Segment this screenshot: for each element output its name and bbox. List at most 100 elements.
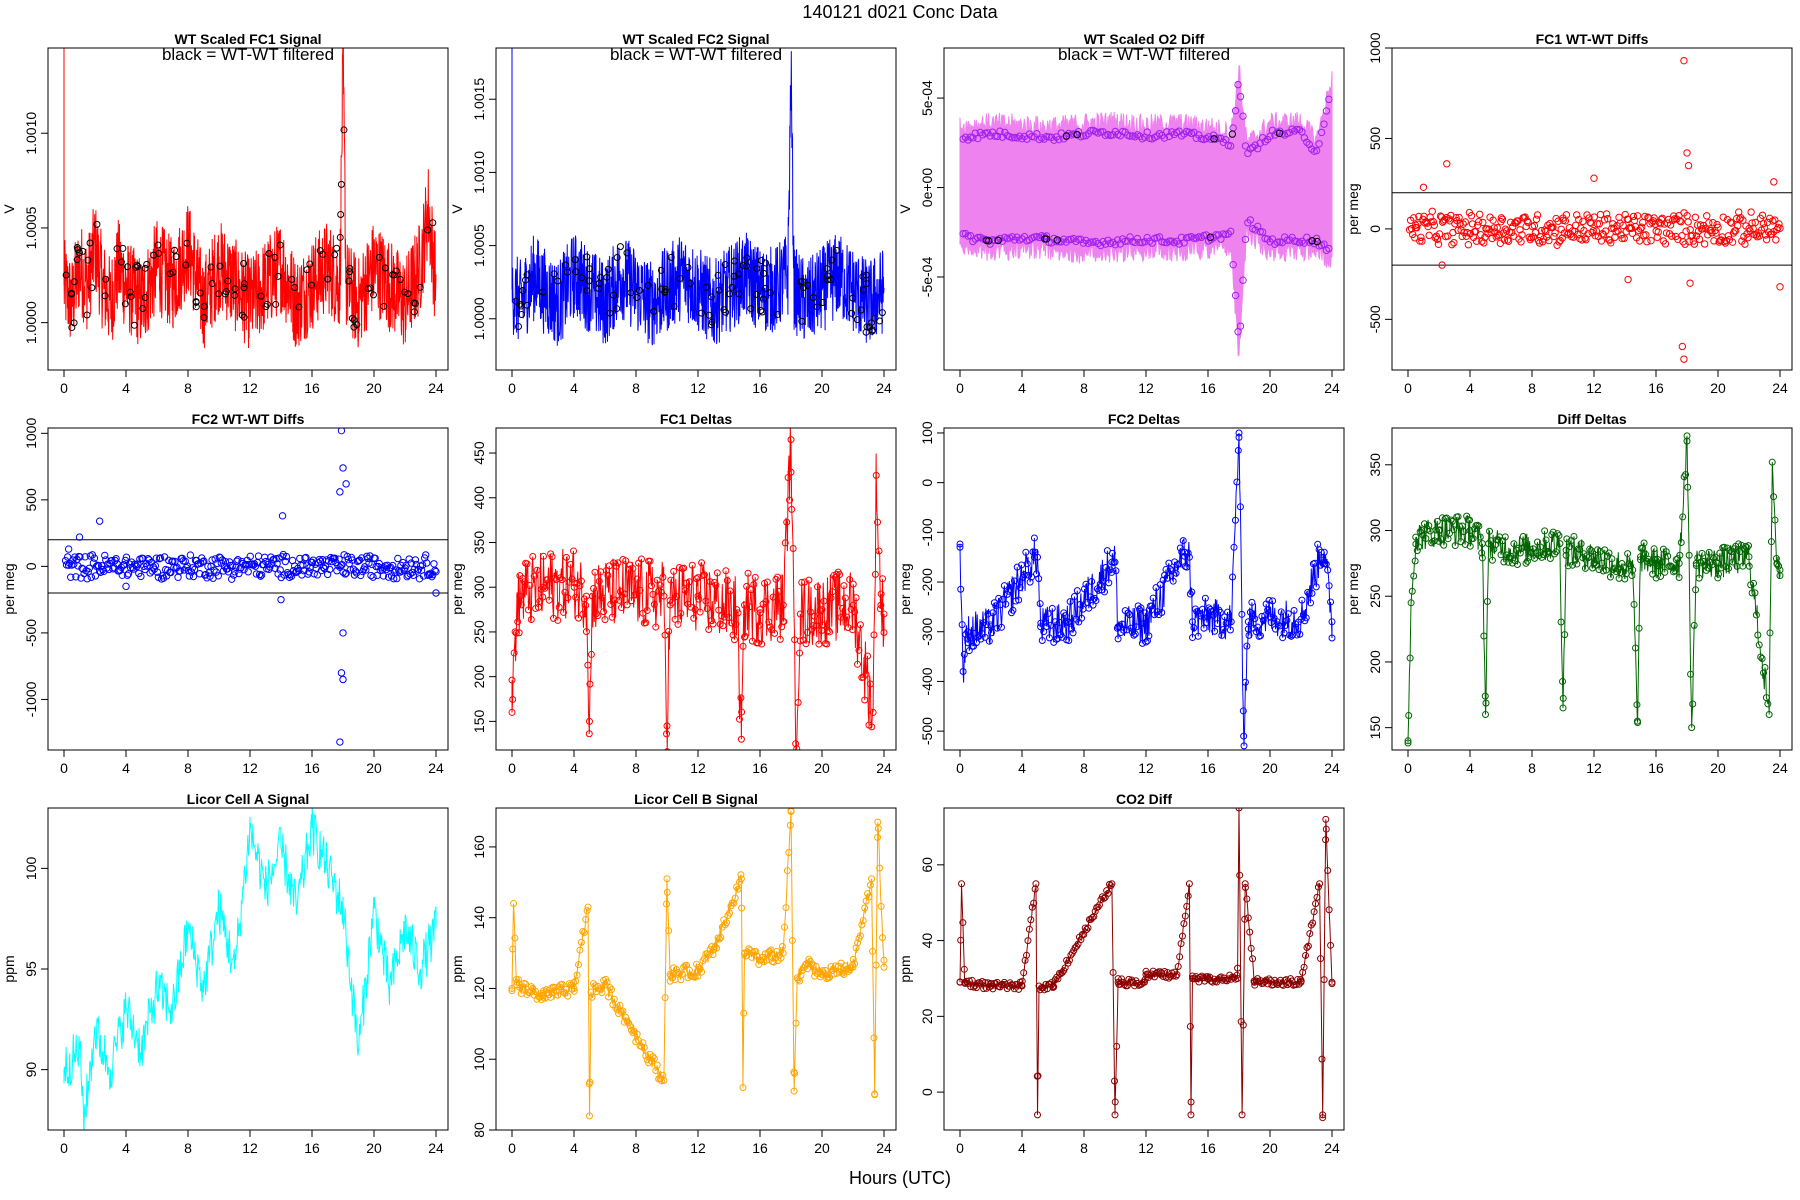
chart-title: FC1 WT-WT Diffs [1536, 31, 1649, 47]
x-tick-label: 8 [1080, 760, 1088, 776]
plot-area [48, 428, 448, 746]
data-point [821, 966, 829, 974]
data-point [1286, 631, 1294, 639]
data-point [1118, 235, 1127, 243]
data-point [1631, 644, 1639, 652]
y-tick-label: 0 [919, 479, 935, 487]
data-point [743, 582, 751, 590]
x-tick-label: 16 [304, 760, 320, 776]
data-point [745, 945, 753, 953]
data-point [607, 986, 615, 994]
data-point [650, 600, 658, 608]
data-point [1602, 210, 1611, 218]
data-point [1214, 620, 1222, 628]
data-point [1676, 217, 1684, 225]
data-point [1495, 230, 1504, 239]
data-point [1533, 211, 1542, 219]
data-point [1264, 606, 1272, 614]
data-point [1175, 240, 1183, 248]
data-point [1229, 260, 1237, 269]
data-point [244, 568, 252, 576]
data-point [1554, 530, 1562, 538]
data-point [859, 916, 867, 924]
data-point [849, 626, 857, 634]
data-point [785, 848, 793, 856]
data-point [1405, 712, 1413, 720]
data-point [1034, 1111, 1041, 1119]
data-point [640, 1043, 648, 1051]
y-tick-label: 160 [471, 835, 487, 859]
data-point [1065, 618, 1072, 626]
data-point [281, 557, 290, 566]
data-point [723, 919, 731, 927]
chart-subtitle: black = WT-WT filtered [162, 45, 334, 64]
data-point [1469, 535, 1477, 543]
data-point-filtered [550, 270, 558, 278]
data-point [1763, 218, 1772, 227]
data-point [379, 572, 388, 580]
data-point [1692, 586, 1700, 594]
data-point [1478, 554, 1486, 562]
data-point [674, 968, 682, 976]
data-point [91, 572, 100, 580]
data-point [984, 610, 992, 618]
data-point-filtered [75, 249, 83, 257]
x-tick-label: 20 [1710, 380, 1726, 396]
data-point-filtered [616, 243, 624, 251]
data-point [1688, 724, 1696, 732]
data-point [1160, 134, 1169, 142]
data-point-filtered [102, 275, 110, 283]
series-line [959, 432, 1333, 746]
data-point [970, 983, 978, 991]
data-point [122, 582, 130, 591]
data-point [981, 633, 989, 641]
data-point [558, 576, 566, 584]
data-point [1184, 892, 1192, 900]
data-point-filtered [627, 289, 635, 297]
data-point-filtered [127, 293, 135, 301]
y-tick-label: 200 [471, 665, 487, 689]
data-point [1476, 533, 1484, 541]
data-point [1034, 553, 1041, 561]
data-point-filtered [345, 277, 353, 285]
data-point [343, 552, 351, 561]
data-point-filtered [657, 266, 665, 274]
data-point [620, 1018, 628, 1026]
data-point [1413, 547, 1421, 555]
data-point [1238, 610, 1246, 618]
data-point [1328, 978, 1336, 986]
data-point [1575, 215, 1583, 224]
data-point [276, 566, 284, 574]
data-point [1458, 232, 1466, 241]
x-tick-label: 4 [122, 380, 130, 396]
data-point [1443, 514, 1451, 522]
data-point [854, 939, 862, 947]
data-point [731, 894, 739, 902]
data-point [741, 601, 748, 609]
data-point-filtered [1313, 237, 1321, 246]
data-point [1180, 920, 1188, 928]
data-point [1271, 240, 1279, 248]
data-point [346, 566, 355, 574]
data-point-filtered [833, 246, 841, 254]
data-point [1598, 559, 1606, 567]
data-point [1200, 624, 1208, 632]
data-point [1634, 719, 1642, 727]
data-point [877, 601, 885, 609]
data-point [732, 620, 740, 628]
x-tick-label: 0 [60, 380, 68, 396]
x-tick-label: 24 [876, 760, 892, 776]
data-point [1124, 609, 1132, 617]
data-point [1312, 583, 1320, 591]
data-point [1556, 540, 1564, 548]
data-point [112, 554, 120, 563]
data-point [880, 610, 888, 618]
data-point [1244, 618, 1252, 626]
data-point [1158, 609, 1166, 617]
data-point [1307, 599, 1315, 607]
data-point [1478, 549, 1486, 557]
data-point [587, 650, 595, 658]
data-point [1199, 605, 1207, 613]
x-tick-label: 8 [632, 380, 640, 396]
data-point-filtered [757, 306, 765, 314]
